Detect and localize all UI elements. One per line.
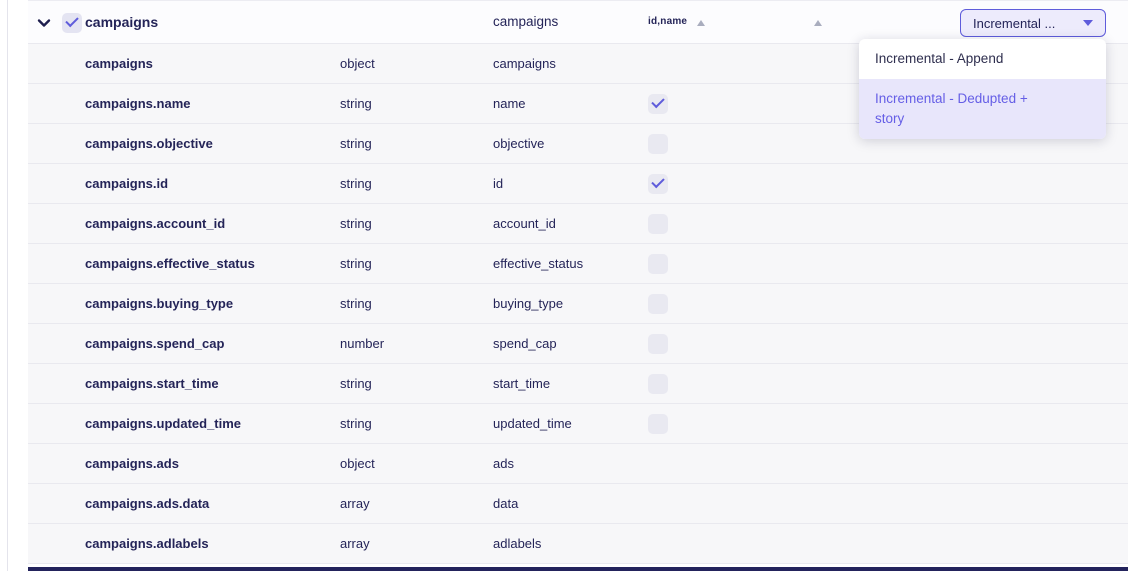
field-type: string xyxy=(340,136,372,151)
sync-mode-option[interactable]: Incremental - Append xyxy=(875,51,1004,66)
field-name: campaigns.ads xyxy=(85,456,179,471)
stream-name: campaigns xyxy=(85,14,159,30)
stream-destination-name: campaigns xyxy=(493,14,559,29)
field-select-checkbox[interactable] xyxy=(648,254,668,274)
chevron-down-icon xyxy=(1083,20,1093,26)
field-row: campaigns.spend_cap number spend_cap xyxy=(28,324,1128,364)
field-row: campaigns.adlabels array adlabels xyxy=(28,524,1128,564)
field-select-checkbox[interactable] xyxy=(648,414,668,434)
field-name: campaigns.name xyxy=(85,96,191,111)
field-type: string xyxy=(340,256,372,271)
field-destination-name: id xyxy=(493,176,504,191)
field-select-checkbox[interactable] xyxy=(648,374,668,394)
field-type: string xyxy=(340,96,372,111)
field-type: string xyxy=(340,176,372,191)
field-select-checkbox[interactable] xyxy=(648,214,668,234)
field-name: campaigns.buying_type xyxy=(85,296,234,311)
field-select-checkbox[interactable] xyxy=(648,294,668,314)
field-type: number xyxy=(340,336,385,351)
field-row: campaigns.ads.data array data xyxy=(28,484,1128,524)
field-destination-name: ads xyxy=(493,456,514,471)
cursor-field-sort-icon[interactable] xyxy=(814,20,822,26)
sync-mode-menu: Incremental - Append Incremental - Dedup… xyxy=(859,39,1106,139)
primary-key-value: id,name xyxy=(648,16,688,27)
field-type: string xyxy=(340,376,372,391)
field-destination-name: start_time xyxy=(493,376,551,391)
field-select-checkbox[interactable] xyxy=(648,134,668,154)
field-destination-name: effective_status xyxy=(493,256,584,271)
field-type: array xyxy=(340,536,370,551)
primary-key-sort-icon[interactable] xyxy=(697,20,705,26)
field-destination-name: account_id xyxy=(493,216,556,231)
sync-mode-option[interactable]: Incremental - Dedupted + story xyxy=(859,79,1106,139)
field-row: campaigns.id string id xyxy=(28,164,1128,204)
field-destination-name: name xyxy=(493,96,526,111)
field-row: campaigns.effective_status string effect… xyxy=(28,244,1128,284)
field-name: campaigns.account_id xyxy=(85,216,226,231)
field-row: campaigns.account_id string account_id xyxy=(28,204,1128,244)
field-name: campaigns.spend_cap xyxy=(85,336,225,351)
field-type: string xyxy=(340,216,372,231)
stream-select-checkbox[interactable] xyxy=(62,13,82,33)
next-section-edge xyxy=(28,567,1128,571)
field-type: object xyxy=(340,56,375,71)
field-destination-name: data xyxy=(493,496,519,511)
field-row: campaigns.start_time string start_time xyxy=(28,364,1128,404)
field-select-checkbox[interactable] xyxy=(648,334,668,354)
field-select-checkbox[interactable] xyxy=(648,174,668,194)
field-name: campaigns.effective_status xyxy=(85,256,255,271)
sync-mode-dropdown-label: Incremental ... xyxy=(973,15,1056,31)
field-destination-name: updated_time xyxy=(493,416,572,431)
field-name: campaigns.ads.data xyxy=(85,496,210,511)
bottom-gap xyxy=(28,564,1128,567)
sync-mode-dropdown[interactable]: Incremental ... xyxy=(960,9,1106,37)
stream-sync-panel: campaigns campaigns id,name Incremental … xyxy=(28,0,1128,571)
field-name: campaigns.start_time xyxy=(85,376,219,391)
field-destination-name: buying_type xyxy=(493,296,564,311)
field-row: campaigns.buying_type string buying_type xyxy=(28,284,1128,324)
field-destination-name: campaigns xyxy=(493,56,556,71)
field-type: array xyxy=(340,496,370,511)
field-type: string xyxy=(340,296,372,311)
field-destination-name: objective xyxy=(493,136,545,151)
field-destination-name: spend_cap xyxy=(493,336,557,351)
field-name: campaigns.objective xyxy=(85,136,213,151)
field-name: campaigns.updated_time xyxy=(85,416,242,431)
collapse-chevron-icon[interactable] xyxy=(36,15,52,31)
field-row: campaigns.updated_time string updated_ti… xyxy=(28,404,1128,444)
stream-header-row: campaigns campaigns id,name Incremental … xyxy=(28,0,1128,44)
field-name: campaigns xyxy=(85,56,153,71)
field-select-checkbox[interactable] xyxy=(648,94,668,114)
field-destination-name: adlabels xyxy=(493,536,542,551)
field-name: campaigns.id xyxy=(85,176,169,191)
field-name: campaigns.adlabels xyxy=(85,536,209,551)
field-type: string xyxy=(340,416,372,431)
field-row: campaigns.ads object ads xyxy=(28,444,1128,484)
page-left-divider xyxy=(7,0,8,571)
field-type: object xyxy=(340,456,375,471)
